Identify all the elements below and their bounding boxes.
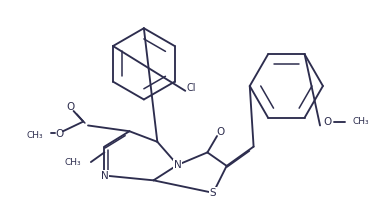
- Text: O: O: [55, 129, 63, 139]
- Text: N: N: [101, 171, 108, 180]
- Text: O: O: [324, 117, 332, 127]
- Text: O: O: [217, 127, 225, 137]
- Text: Cl: Cl: [186, 83, 196, 93]
- Text: CH₃: CH₃: [26, 131, 43, 140]
- Text: N: N: [174, 160, 181, 170]
- Text: S: S: [210, 188, 217, 198]
- Text: CH₃: CH₃: [65, 157, 81, 167]
- Text: CH₃: CH₃: [353, 117, 370, 126]
- Text: O: O: [66, 102, 75, 112]
